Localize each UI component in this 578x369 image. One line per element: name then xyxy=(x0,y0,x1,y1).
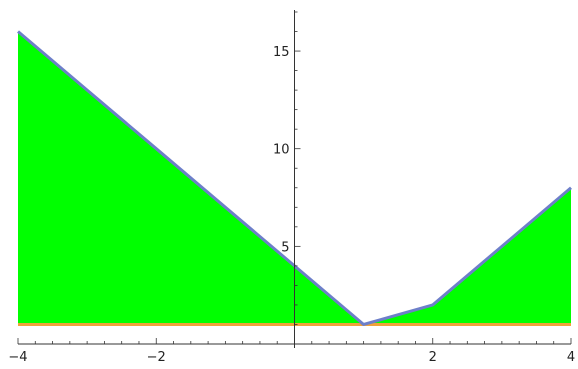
y-tick-label: 5 xyxy=(281,240,289,255)
x-tick-label: −2 xyxy=(147,350,166,365)
y-tick-label: 15 xyxy=(273,45,290,60)
filled-area xyxy=(18,31,571,325)
y-tick-label: 10 xyxy=(273,143,290,158)
x-tick-label: 2 xyxy=(429,350,437,365)
axes: −4 −2 2 4 5 10 15 xyxy=(8,10,575,365)
x-tick-label: 4 xyxy=(567,350,575,365)
x-tick-label: −4 xyxy=(8,350,27,365)
